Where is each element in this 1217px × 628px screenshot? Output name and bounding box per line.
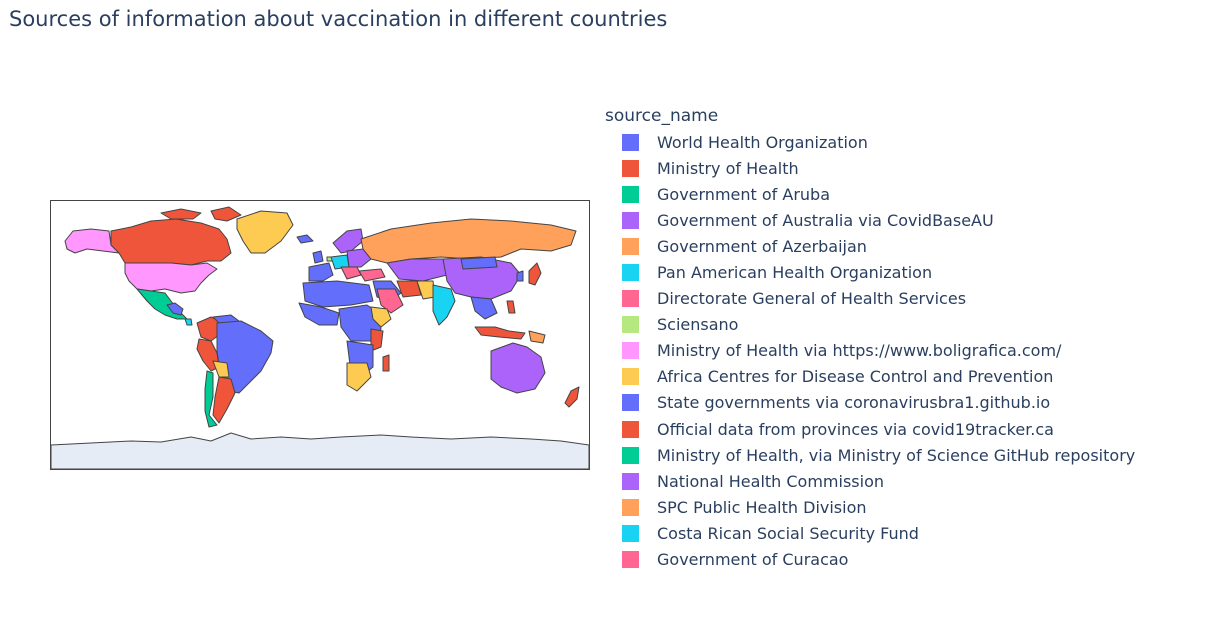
legend-label: National Health Commission	[657, 471, 885, 491]
region-greenland	[236, 210, 294, 254]
legend-swatch	[622, 159, 639, 177]
legend-item[interactable]: Ministry of Health	[605, 155, 1135, 181]
region-horn-africa	[370, 306, 392, 328]
region-turkey	[358, 268, 386, 282]
region-east-africa	[370, 328, 384, 352]
region-madagascar	[382, 354, 390, 372]
legend-swatch	[622, 133, 639, 151]
region-north-africa	[302, 280, 374, 308]
region-new-zealand	[564, 386, 580, 408]
legend-label: Ministry of Health, via Ministry of Scie…	[657, 445, 1136, 465]
region-france-spain	[308, 262, 334, 282]
legend-item[interactable]: Government of Aruba	[605, 181, 1135, 207]
legend-item[interactable]: Ministry of Health, via Ministry of Scie…	[605, 442, 1135, 468]
legend-label: Sciensano	[657, 315, 739, 335]
legend-item[interactable]: World Health Organization	[605, 129, 1135, 155]
legend-label: Official data from provinces via covid19…	[657, 419, 1054, 439]
legend-item[interactable]: Official data from provinces via covid19…	[605, 416, 1135, 442]
chart-title: Sources of information about vaccination…	[9, 7, 668, 31]
legend-swatch	[622, 290, 639, 308]
region-uk	[312, 250, 324, 264]
region-png	[528, 330, 546, 344]
legend-swatch	[622, 368, 639, 386]
legend-swatch	[622, 211, 639, 229]
region-canada-arctic	[160, 208, 202, 220]
region-canada	[110, 218, 232, 266]
legend-item[interactable]: Pan American Health Organization	[605, 259, 1135, 285]
region-balkans	[340, 266, 362, 280]
legend-item[interactable]: State governments via coronavirusbra1.gi…	[605, 390, 1135, 416]
legend-swatch	[622, 185, 639, 203]
region-iceland	[296, 234, 314, 244]
legend-item[interactable]: Sciensano	[605, 312, 1135, 338]
legend-swatch	[622, 237, 639, 255]
legend-label: Costa Rican Social Security Fund	[657, 523, 919, 543]
legend-item[interactable]: Government of Curacao	[605, 547, 1135, 573]
legend-label: Pan American Health Organization	[657, 263, 933, 283]
legend-label: SPC Public Health Division	[657, 497, 867, 517]
region-iran	[396, 280, 422, 298]
legend-label: Government of Aruba	[657, 184, 830, 204]
legend-item[interactable]: Africa Centres for Disease Control and P…	[605, 364, 1135, 390]
legend-swatch	[622, 394, 639, 412]
region-bolivia	[212, 360, 230, 378]
region-japan	[528, 262, 542, 286]
legend: source_name World Health Organization Min…	[605, 106, 1135, 573]
legend-item[interactable]: SPC Public Health Division	[605, 494, 1135, 520]
region-mongolia	[460, 256, 498, 270]
region-indonesia	[474, 326, 526, 340]
legend-label: Government of Azerbaijan	[657, 236, 867, 256]
legend-label: Africa Centres for Disease Control and P…	[657, 367, 1054, 387]
region-canada-arctic-2	[210, 206, 242, 222]
region-eastern-europe	[346, 248, 372, 268]
legend-label: Ministry of Health via https://www.bolig…	[657, 341, 1062, 361]
legend-swatch	[622, 524, 639, 542]
legend-swatch	[622, 498, 639, 516]
legend-swatch	[622, 316, 639, 334]
region-central-asia	[386, 258, 448, 282]
legend-label: State governments via coronavirusbra1.gi…	[657, 393, 1051, 413]
region-central-america	[166, 302, 184, 316]
region-russia	[360, 218, 577, 264]
legend-item[interactable]: National Health Commission	[605, 468, 1135, 494]
region-australia	[490, 342, 546, 394]
region-south-africa	[346, 362, 372, 392]
legend-label: Ministry of Health	[657, 158, 799, 178]
legend-label: Government of Australia via CovidBaseAU	[657, 210, 994, 230]
world-choropleth-map[interactable]	[50, 200, 590, 470]
map-canvas	[51, 206, 589, 469]
region-west-africa	[298, 302, 340, 326]
region-philippines	[506, 300, 516, 314]
legend-item[interactable]: Directorate General of Health Services	[605, 286, 1135, 312]
region-afghanistan-pakistan	[416, 280, 436, 300]
legend-swatch	[622, 342, 639, 360]
region-saudi-arabia	[376, 288, 404, 314]
legend-label: Directorate General of Health Services	[657, 289, 967, 309]
region-costa-rica	[184, 318, 193, 326]
legend-swatch	[622, 264, 639, 282]
legend-swatch	[622, 551, 639, 569]
legend-item[interactable]: Government of Australia via CovidBaseAU	[605, 207, 1135, 233]
region-india	[432, 284, 456, 326]
legend-item[interactable]: Government of Azerbaijan	[605, 233, 1135, 259]
legend-label: Government of Curacao	[657, 550, 849, 570]
legend-swatch	[622, 446, 639, 464]
legend-label: World Health Organization	[657, 132, 868, 152]
region-southeast-asia	[470, 296, 498, 320]
legend-items: World Health Organization Ministry of Hea…	[605, 129, 1135, 573]
region-usa	[124, 262, 218, 294]
legend-item[interactable]: Costa Rican Social Security Fund	[605, 520, 1135, 546]
legend-item[interactable]: Ministry of Health via https://www.bolig…	[605, 338, 1135, 364]
region-chile	[204, 370, 218, 428]
legend-title: source_name	[605, 106, 719, 126]
region-korea	[516, 270, 524, 282]
region-argentina	[212, 376, 236, 424]
legend-swatch	[622, 472, 639, 490]
legend-swatch	[622, 420, 639, 438]
region-antarctica	[51, 432, 589, 469]
